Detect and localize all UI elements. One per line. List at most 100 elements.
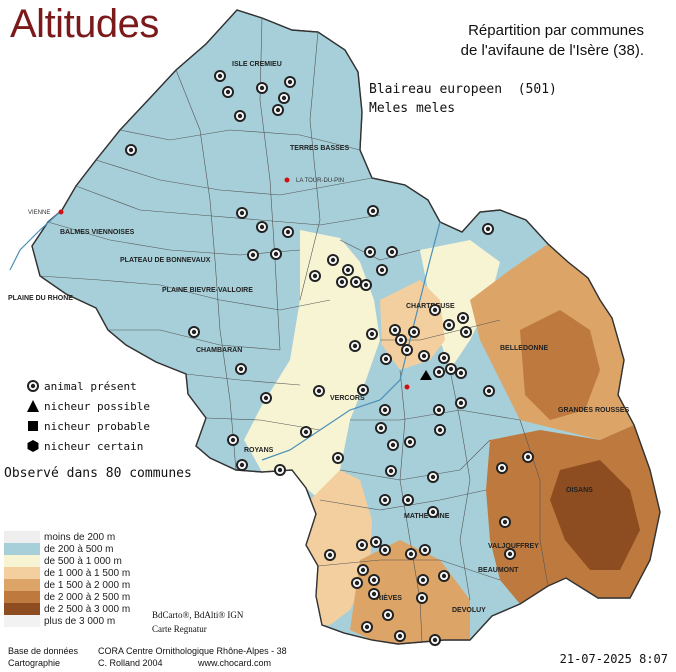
altitude-legend-row: plus de 3 000 m [4,615,130,627]
animal-present-marker [389,324,401,336]
altitude-legend-row: de 2 500 à 3 000 m [4,603,130,615]
animal-present-marker [380,353,392,365]
animal-present-marker [379,404,391,416]
grandes-rousses-label: GRANDES ROUSSES [558,407,630,414]
animal-present-marker [336,276,348,288]
altitude-label: plus de 3 000 m [44,615,116,627]
altitude-swatch [4,603,40,615]
symbol-legend: animal présent nicheur possible nicheur … [22,376,150,456]
legend-row-certain: nicheur certain [22,436,150,456]
species-name: Blaireau europeen [369,82,503,97]
altitude-swatch [4,579,40,591]
altitude-label: de 1 000 à 1 500 m [44,567,131,579]
circle-target-icon [22,379,44,393]
animal-present-marker [405,548,417,560]
devoluy-label: DEVOLUY [452,607,486,614]
animal-present-marker [499,516,511,528]
animal-present-marker [125,144,137,156]
plateau-bonnevaux-label: PLATEAU DE BONNEVAUX [120,257,211,264]
la-tour-du-pin-label: LA TOUR-DU-PIN [296,178,344,184]
animal-present-marker [278,92,290,104]
animal-present-marker [482,223,494,235]
animal-present-marker [247,249,259,261]
summit-area [550,460,640,570]
animal-present-marker [342,264,354,276]
animal-present-marker [419,544,431,556]
altitude-label: de 1 500 à 2 000 m [44,579,131,591]
legend-present-label: animal présent [44,379,137,393]
animal-present-marker [427,506,439,518]
commune-borders [39,17,549,643]
animal-present-marker [256,221,268,233]
species-latin-name: Meles meles [369,101,456,116]
isere-river [261,221,441,461]
animal-present-marker [222,86,234,98]
footer-base-label: Base de données [8,646,79,656]
animal-present-marker [188,326,200,338]
chambaran-label: CHAMBARAN [196,347,242,354]
square-icon [22,419,44,433]
legend-row-possible: nicheur possible [22,396,150,416]
animal-present-marker [309,270,321,282]
royans-label: ROYANS [244,447,274,454]
species-common-name: Blaireau europeen (501) [369,82,557,97]
animal-present-marker [272,104,284,116]
animal-present-marker [429,304,441,316]
animal-present-marker [332,452,344,464]
altitude-swatch [4,567,40,579]
beaumont-label: BEAUMONT [478,567,519,574]
animal-present-marker [418,350,430,362]
animal-present-marker [394,630,406,642]
altitude-swatch [4,531,40,543]
animal-present-marker [417,574,429,586]
altitude-swatch [4,615,40,627]
department-border [31,9,661,645]
animal-present-marker [395,334,407,346]
footer-carto-value: C. Rolland 2004 [98,658,163,668]
animal-present-marker [387,439,399,451]
animal-present-marker [496,462,508,474]
animal-present-marker [401,344,413,356]
animal-present-marker [327,254,339,266]
altitude-legend-row: de 1 000 à 1 500 m [4,567,130,579]
animal-present-marker [386,246,398,258]
isle-cremieu-label: ISLE CREMIEU [232,61,282,68]
animal-present-marker [483,385,495,397]
high-mountain [520,310,600,420]
map-credit-line-2: Carte Regnatur [152,624,207,634]
animal-present-marker [379,544,391,556]
animal-present-marker [376,264,388,276]
balmes-viennoises-label: BALMES VIENNOISES [60,229,135,236]
altitude-label: de 2 500 à 3 000 m [44,603,131,615]
vienne-town-marker [58,209,64,215]
animal-present-marker [455,397,467,409]
observed-communes-count: Observé dans 80 communes [4,466,192,481]
animal-present-marker [408,326,420,338]
animal-present-marker [368,574,380,586]
altitude-label: moins de 200 m [44,531,116,543]
animal-present-marker [522,451,534,463]
animal-present-marker [404,436,416,448]
altitude-legend-row: moins de 200 m [4,531,130,543]
legend-row-probable: nicheur probable [22,416,150,436]
altitude-label: de 500 à 1 000 m [44,555,122,567]
animal-present-marker [366,328,378,340]
animal-present-marker [300,426,312,438]
animal-present-marker [379,494,391,506]
altitude-swatch [4,543,40,555]
belledonne-label: BELLEDONNE [500,345,549,352]
altitude-label: de 2 000 à 2 500 m [44,591,131,603]
altitude-legend-row: de 200 à 500 m [4,543,130,555]
altitude-legend-row: de 500 à 1 000 m [4,555,130,567]
animal-present-marker [429,634,441,646]
rhone-river [9,209,63,271]
oisans-label: OISANS [566,487,593,494]
animal-present-marker [443,319,455,331]
legend-certain-label: nicheur certain [44,439,144,453]
altitude-legend-row: de 1 500 à 2 000 m [4,579,130,591]
animal-present-marker [416,592,428,604]
observation-markers [125,70,534,646]
animal-present-marker [375,422,387,434]
animal-present-marker [382,609,394,621]
